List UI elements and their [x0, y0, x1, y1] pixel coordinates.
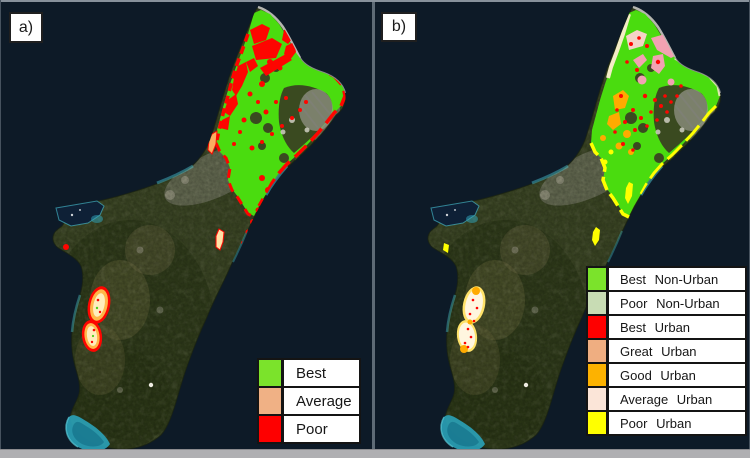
habitat-overlay-panel-b — [443, 10, 721, 388]
legend-row-average-urban: Average Urban — [586, 386, 747, 412]
pale-coast-band-west — [606, 13, 631, 79]
southwest-habitat-patch — [81, 286, 111, 352]
legend-swatch-good-urban — [586, 362, 608, 388]
panel-b-label: b) — [381, 12, 417, 42]
legend-swatch-poor-non-urban — [586, 290, 608, 316]
legend-swatch-poor — [257, 414, 283, 444]
legend-swatch-poor-urban — [586, 410, 608, 436]
legend-row-best-urban: Best Urban — [586, 314, 747, 340]
legend-label-poor-non-urban: Poor Non-Urban — [607, 290, 747, 316]
legend-row-great-urban: Great Urban — [586, 338, 747, 364]
figure-bottom-bar — [0, 449, 750, 458]
legend-label-poor: Poor — [282, 414, 361, 444]
good-urban-patches — [600, 90, 634, 155]
legend-row-best-non-urban: Best Non-Urban — [586, 266, 747, 292]
figure-left-border — [0, 0, 1, 450]
legend-row-best: Best — [257, 358, 361, 388]
poor-habitat-patches — [63, 24, 308, 250]
legend-row-poor-urban: Poor Urban — [586, 410, 747, 436]
legend-label-best-non-urban: Best Non-Urban — [607, 266, 747, 292]
legend-label-average-urban: Average Urban — [607, 386, 747, 412]
satellite-map-panel-a — [0, 0, 373, 450]
legend-row-good-urban: Good Urban — [586, 362, 747, 388]
legend-swatch-average — [257, 386, 283, 416]
legend-label-average: Average — [282, 386, 361, 416]
summit-marker — [148, 382, 154, 388]
legend-row-average: Average — [257, 386, 361, 416]
legend-panel-b: Best Non-Urban Poor Non-Urban Best Urban… — [586, 266, 747, 436]
best-urban-dots — [613, 36, 683, 152]
legend-swatch-average-urban — [586, 386, 608, 412]
average-habitat-strip-east — [215, 228, 225, 251]
legend-row-poor-non-urban: Poor Non-Urban — [586, 290, 747, 316]
panel-divider — [372, 2, 375, 450]
southwest-habitat-patch — [456, 286, 486, 353]
legend-label-great-urban: Great Urban — [607, 338, 747, 364]
legend-label-best-urban: Best Urban — [607, 314, 747, 340]
legend-label-good-urban: Good Urban — [607, 362, 747, 388]
figure-top-border — [0, 0, 750, 2]
poor-urban-edging — [589, 104, 718, 219]
legend-swatch-best-non-urban — [586, 266, 608, 292]
legend-label-best: Best — [282, 358, 361, 388]
poor-urban-patches — [443, 149, 633, 253]
legend-swatch-best-urban — [586, 314, 608, 340]
legend-panel-a: Best Average Poor — [257, 358, 361, 444]
legend-swatch-great-urban — [586, 338, 608, 364]
panel-a-label: a) — [9, 12, 43, 43]
legend-label-poor-urban: Poor Urban — [607, 410, 747, 436]
legend-swatch-best — [257, 358, 283, 388]
legend-row-poor: Poor — [257, 414, 361, 444]
summit-marker — [523, 382, 529, 388]
